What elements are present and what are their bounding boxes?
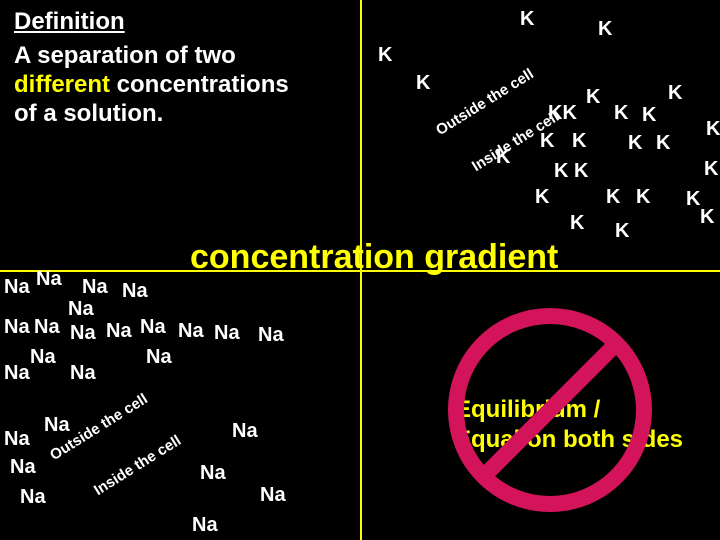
k-label: K	[615, 220, 629, 243]
k-label: K	[586, 86, 600, 109]
na-label: Na	[10, 456, 36, 479]
k-label: K	[636, 186, 650, 209]
na-label: Na	[68, 298, 94, 321]
k-label: K	[416, 72, 430, 95]
na-label: Na	[178, 320, 204, 343]
k-label: K	[520, 8, 534, 31]
na-label: Na	[4, 428, 30, 451]
k-label: K	[628, 132, 642, 155]
na-label: Na	[200, 462, 226, 485]
k-label: K	[656, 132, 670, 155]
definition-line3: of a solution.	[14, 100, 163, 127]
definition-line2b: concentrations	[110, 71, 289, 98]
prohibit-icon	[440, 300, 660, 520]
na-label: Na	[30, 346, 56, 369]
concentration-gradient-label: concentration gradient	[190, 238, 558, 277]
k-label: K	[704, 158, 718, 181]
k-label: K	[606, 186, 620, 209]
k-label: K	[540, 130, 554, 153]
na-label: Na	[258, 324, 284, 347]
na-label: Na	[70, 322, 96, 345]
k-label: K	[706, 118, 720, 141]
k-label: K	[496, 146, 510, 169]
na-label: Na	[70, 362, 96, 385]
slide-stage: Definition A separation of two different…	[0, 0, 720, 540]
definition-line1: A separation of two	[14, 42, 236, 69]
na-label: Na	[44, 414, 70, 437]
na-label: Na	[214, 322, 240, 345]
k-label: K	[700, 206, 714, 229]
k-label: K	[642, 104, 656, 127]
na-label: Na	[82, 276, 108, 299]
na-label: Na	[146, 346, 172, 369]
na-label: Na	[4, 276, 30, 299]
k-label: K	[668, 82, 682, 105]
k-label: K	[598, 18, 612, 41]
k-label: KK	[548, 102, 577, 125]
k-label: K	[614, 102, 628, 125]
na-label: Na	[232, 420, 258, 443]
na-label: Na	[192, 514, 218, 537]
na-label: Na	[4, 316, 30, 339]
na-label: Na	[140, 316, 166, 339]
na-label: Na	[36, 268, 62, 291]
membrane-inside-lower: Inside the cell	[91, 432, 184, 499]
k-label: K	[574, 160, 588, 183]
definition-body: A separation of two different concentrat…	[14, 42, 354, 128]
na-label: Na	[106, 320, 132, 343]
definition-heading: Definition	[14, 8, 125, 36]
k-label: K	[686, 188, 700, 211]
na-label: Na	[260, 484, 286, 507]
k-label: K	[378, 44, 392, 67]
na-label: Na	[34, 316, 60, 339]
k-label: K	[572, 130, 586, 153]
definition-different: different	[14, 71, 110, 98]
k-label: K	[535, 186, 549, 209]
k-label: K	[570, 212, 584, 235]
na-label: Na	[20, 486, 46, 509]
na-label: Na	[122, 280, 148, 303]
na-label: Na	[4, 362, 30, 385]
k-label: K	[554, 160, 568, 183]
